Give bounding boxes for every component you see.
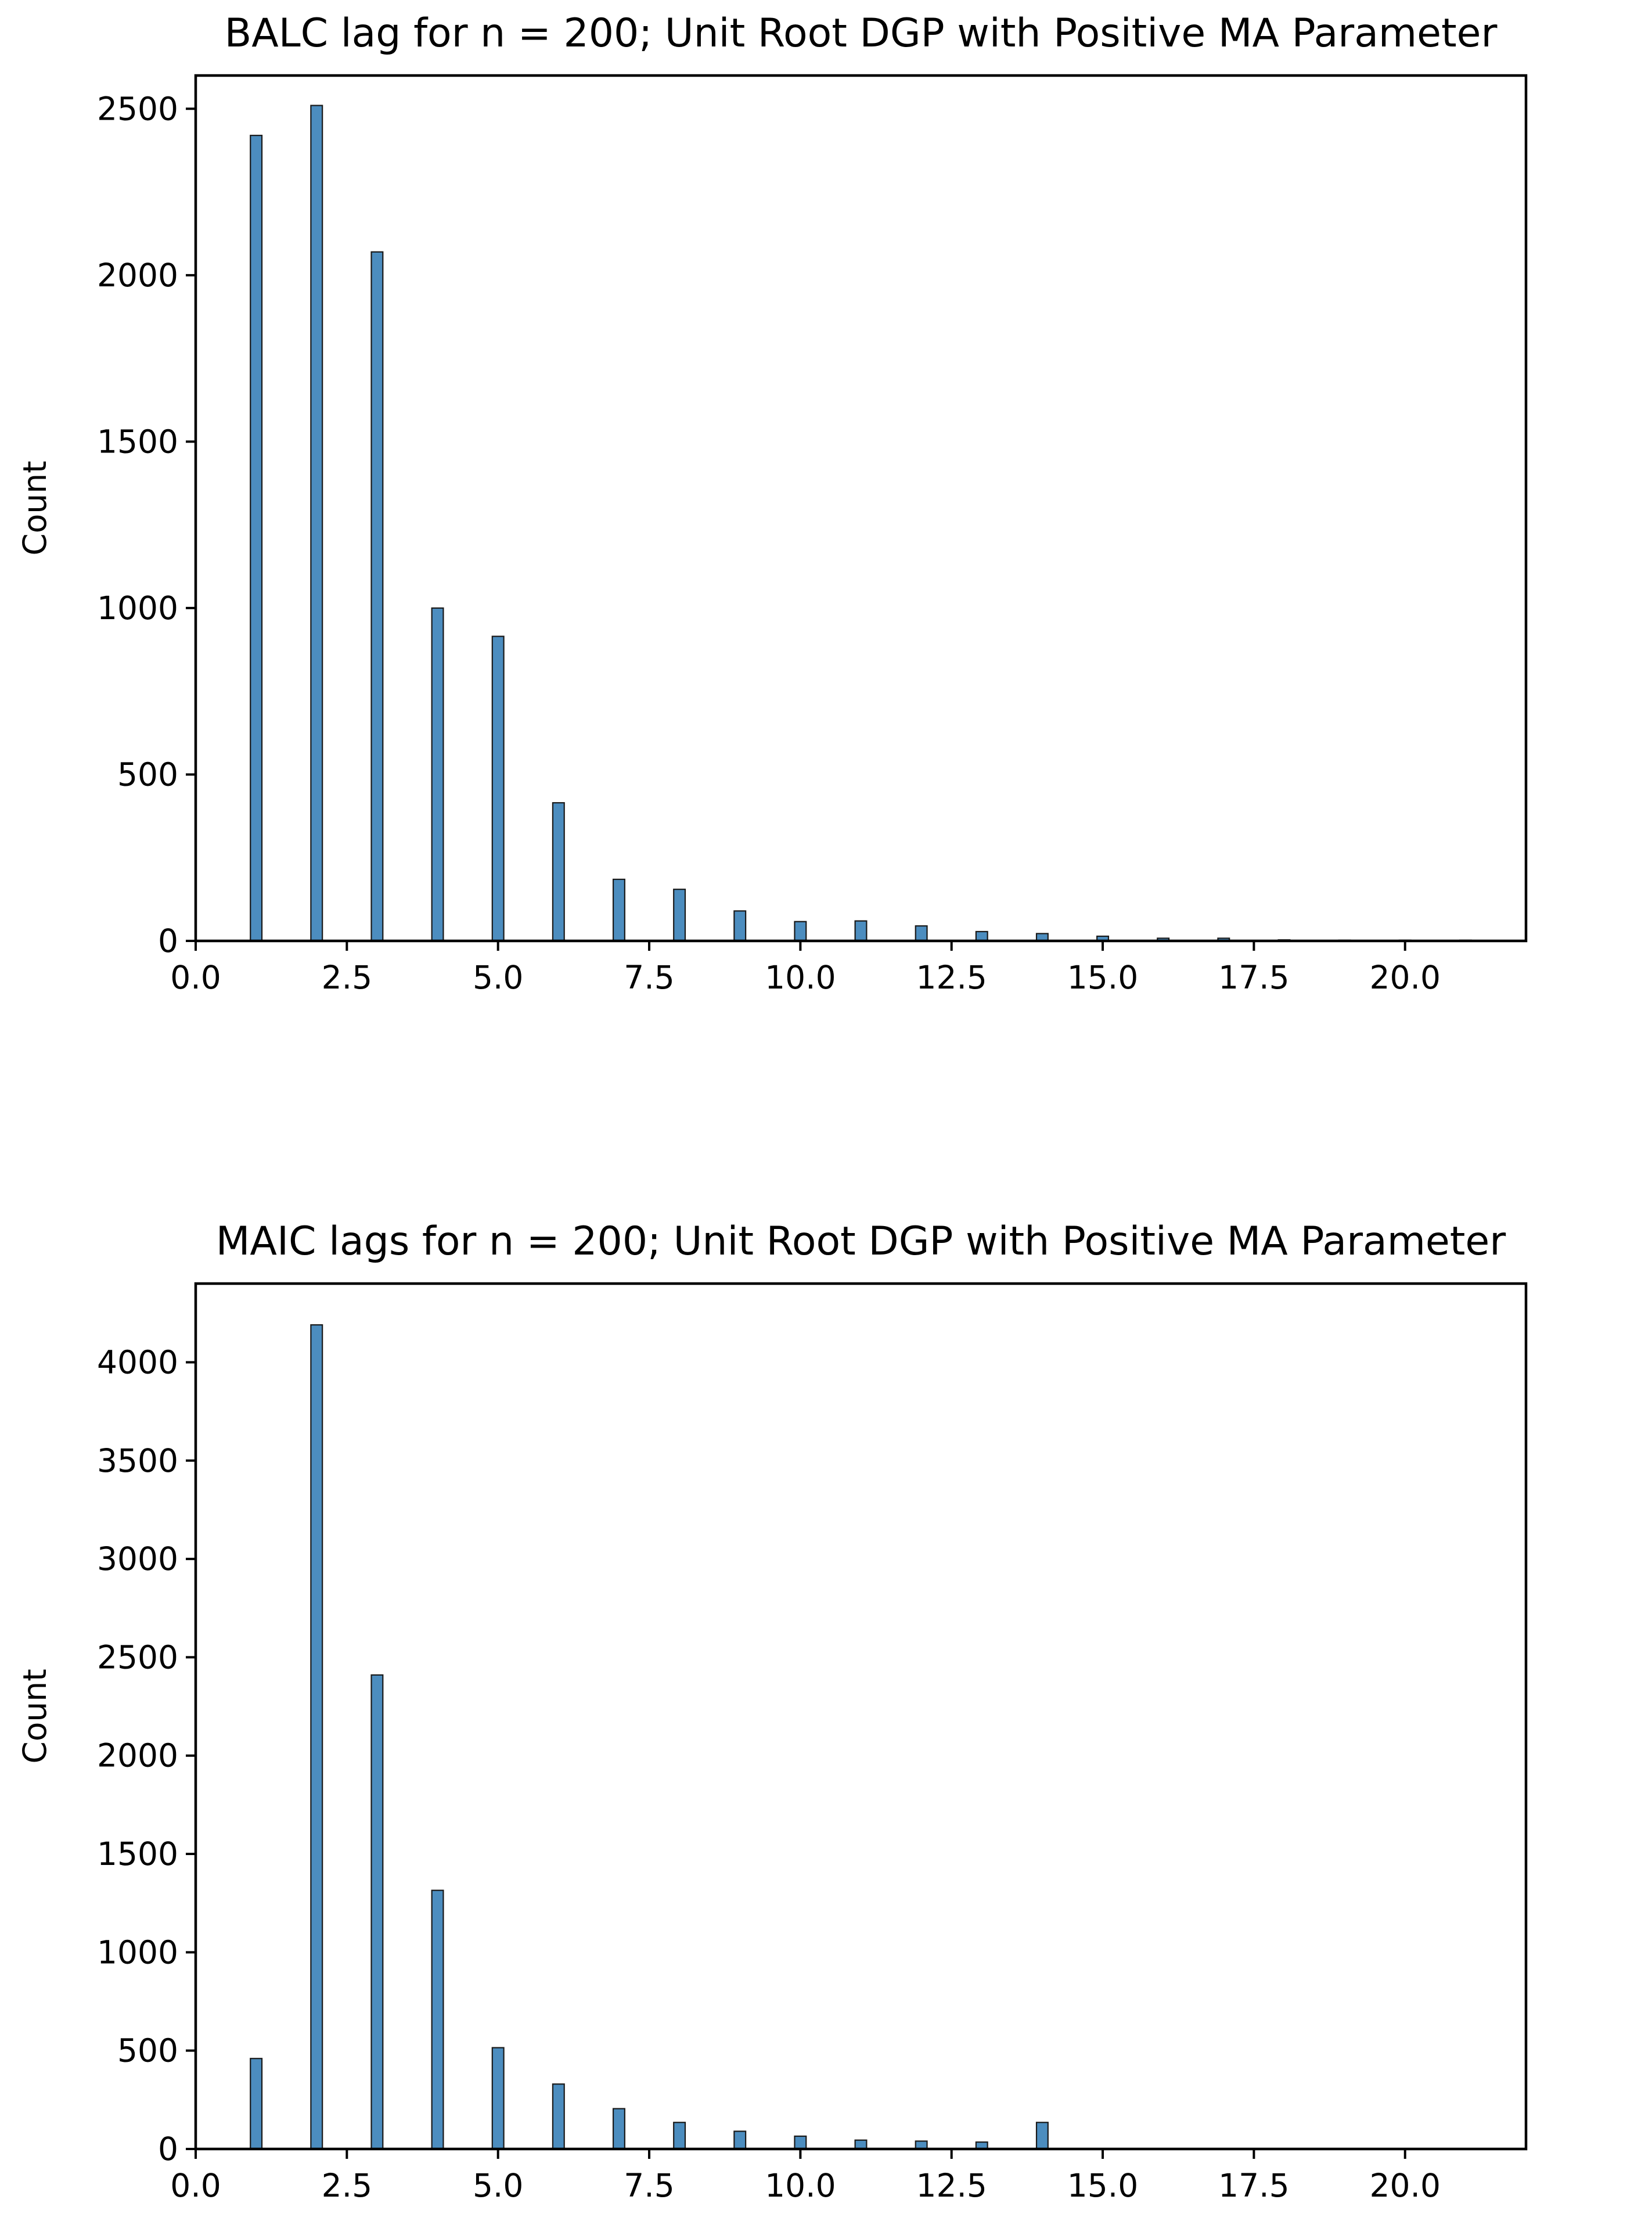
histogram-bar [491, 2047, 505, 2150]
x-tick-label: 12.5 [916, 2167, 987, 2204]
y-tick-label: 2000 [97, 1737, 178, 1774]
y-ticks: 0 500 1000 1500 2000 2500 3000 3500 4000 [97, 1343, 196, 2168]
histogram-bar [431, 1889, 444, 2150]
histogram-bar [794, 2135, 807, 2150]
x-tick-label: 12.5 [916, 959, 987, 996]
x-tick-label: 17.5 [1218, 2167, 1289, 2204]
histogram-bar [612, 2108, 625, 2150]
y-tick-label: 2000 [97, 257, 178, 294]
y-ticks: 0 500 1000 1500 2000 2500 [97, 90, 196, 959]
y-tick-label: 0 [158, 2130, 178, 2168]
x-tick-label: 20.0 [1369, 2167, 1440, 2204]
y-axis-label: Count [16, 1669, 53, 1763]
maic-histogram-panel: MAIC lags for n = 200; Unit Root DGP wit… [16, 1219, 1528, 2204]
y-tick-label: 500 [117, 2032, 178, 2069]
x-tick-label: 17.5 [1218, 959, 1289, 996]
histogram-bar [612, 878, 625, 942]
histogram-bar [250, 135, 263, 942]
histogram-bar [854, 920, 868, 942]
plot-frame [194, 74, 1528, 943]
y-tick-label: 1000 [97, 1933, 178, 1971]
bars [250, 105, 1472, 942]
x-tick-label: 2.5 [322, 959, 372, 996]
histogram-bar [310, 105, 323, 942]
x-ticks: 0.0 2.5 5.0 7.5 10.0 12.5 15.0 17.5 20.0 [170, 941, 1441, 996]
x-tick-label: 7.5 [624, 2167, 674, 2204]
x-tick-label: 10.0 [765, 959, 836, 996]
bars [250, 1324, 1049, 2150]
x-tick-label: 15.0 [1067, 2167, 1138, 2204]
y-tick-label: 3000 [97, 1540, 178, 1577]
y-tick-label: 3500 [97, 1442, 178, 1479]
x-ticks: 0.0 2.5 5.0 7.5 10.0 12.5 15.0 17.5 20.0 [170, 2149, 1441, 2204]
x-tick-label: 10.0 [765, 2167, 836, 2204]
y-tick-label: 500 [117, 756, 178, 793]
histogram-bar [431, 607, 444, 942]
histogram-bar [552, 802, 565, 942]
histogram-bar [733, 910, 747, 942]
x-tick-label: 0.0 [170, 959, 221, 996]
chart-title: BALC lag for n = 200; Unit Root DGP with… [225, 10, 1498, 56]
x-tick-label: 2.5 [322, 2167, 372, 2204]
histogram-bar [370, 251, 384, 942]
histogram-bar [915, 925, 928, 942]
y-tick-label: 0 [158, 922, 178, 959]
x-tick-label: 5.0 [473, 2167, 523, 2204]
y-axis-label: Count [16, 461, 53, 555]
y-tick-label: 4000 [97, 1343, 178, 1381]
histogram-bar [733, 2130, 747, 2150]
y-tick-label: 2500 [97, 1638, 178, 1676]
histogram-bar [552, 2083, 565, 2150]
chart-title: MAIC lags for n = 200; Unit Root DGP wit… [216, 1219, 1506, 1264]
histogram-bar [310, 1324, 323, 2150]
x-tick-label: 15.0 [1067, 959, 1138, 996]
histogram-bar [673, 2122, 686, 2150]
histogram-bar [370, 1674, 384, 2150]
plot-frame [194, 1282, 1528, 2151]
x-tick-label: 20.0 [1369, 959, 1440, 996]
x-tick-label: 7.5 [624, 959, 674, 996]
histogram-bar [491, 635, 505, 942]
balc-histogram-panel: BALC lag for n = 200; Unit Root DGP with… [16, 10, 1528, 996]
histogram-bar [854, 2139, 868, 2150]
histogram-bar [1035, 2122, 1049, 2150]
x-tick-label: 5.0 [473, 959, 523, 996]
histogram-bar [673, 889, 686, 942]
histogram-bar [250, 2058, 263, 2150]
x-tick-label: 0.0 [170, 2167, 221, 2204]
y-tick-label: 2500 [97, 90, 178, 127]
y-tick-label: 1500 [97, 1835, 178, 1873]
y-tick-label: 1500 [97, 423, 178, 460]
histogram-bar [975, 930, 988, 942]
y-tick-label: 1000 [97, 590, 178, 627]
histogram-bar [794, 921, 807, 942]
